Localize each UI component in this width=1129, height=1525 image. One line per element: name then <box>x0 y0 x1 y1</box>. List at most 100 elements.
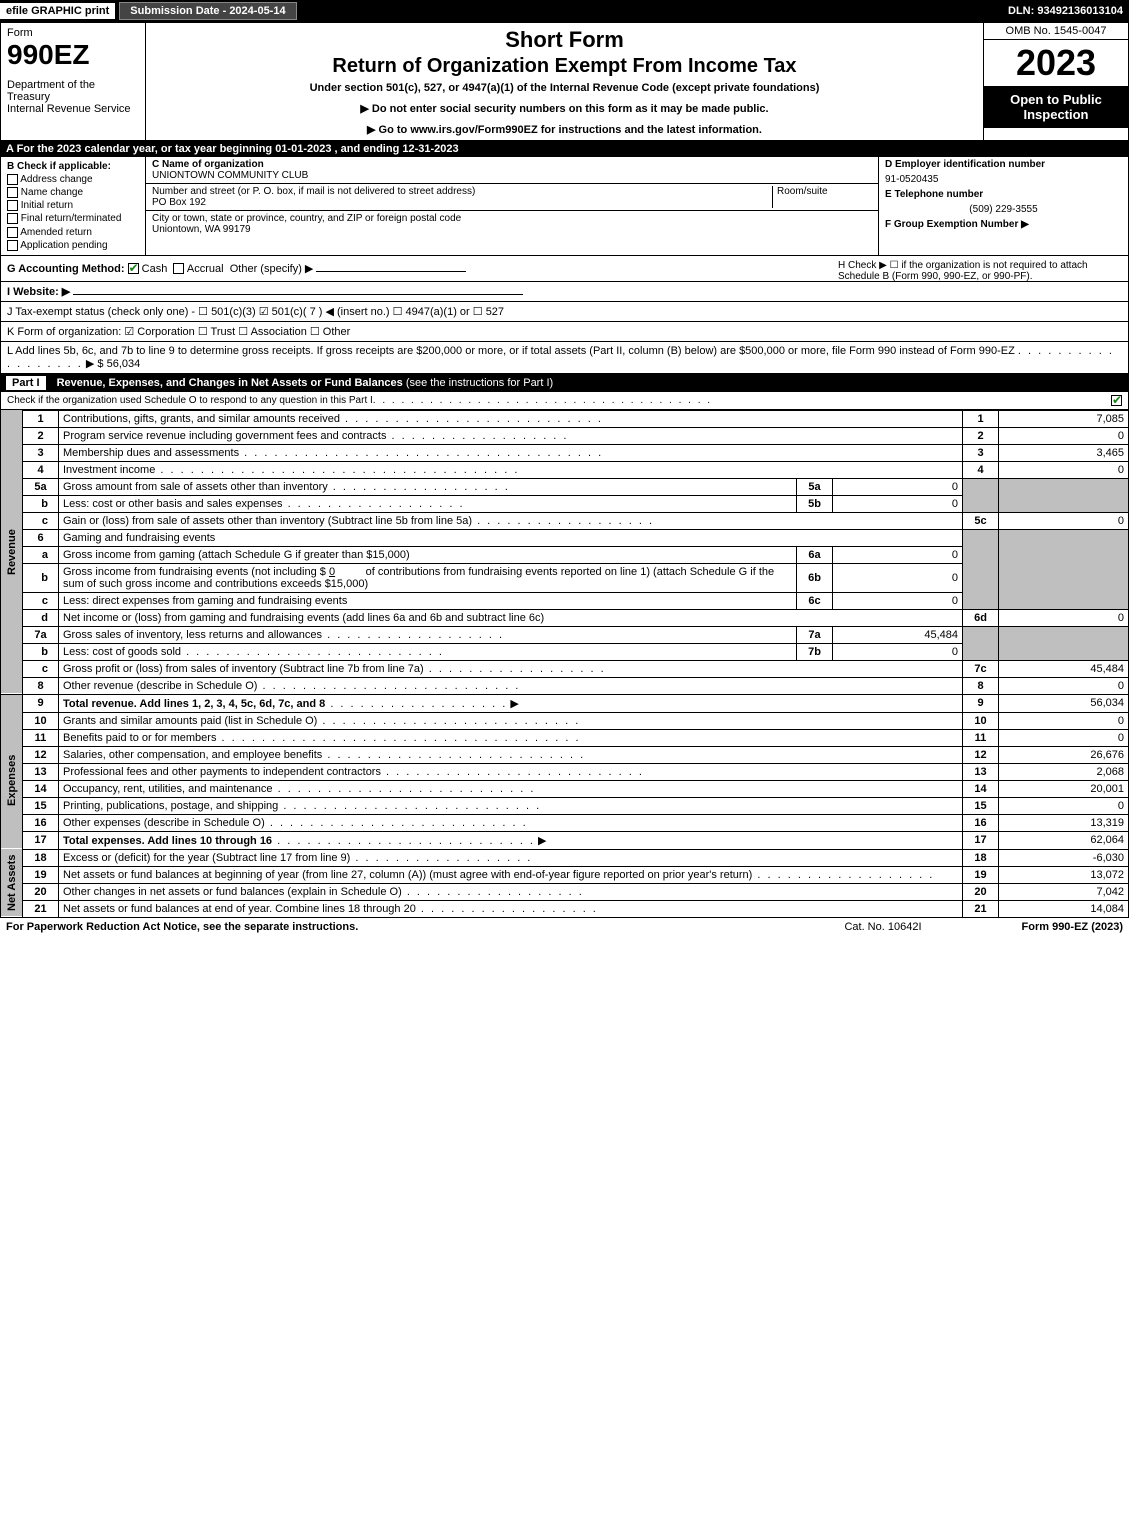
checkbox-name-change[interactable]: Name change <box>7 187 139 198</box>
line-8-desc: Other revenue (describe in Schedule O) <box>63 680 257 692</box>
line-20-desc: Other changes in net assets or fund bala… <box>63 886 402 898</box>
paperwork-notice: For Paperwork Reduction Act Notice, see … <box>6 921 358 933</box>
label-other-specify: Other (specify) ▶ <box>230 263 314 275</box>
line-21-value: 14,084 <box>999 900 1129 917</box>
line-2-desc: Program service revenue including govern… <box>63 430 386 442</box>
do-not-enter-text: ▶ Do not enter social security numbers o… <box>156 102 973 115</box>
line-10-num: 10 <box>23 712 59 729</box>
line-20-value: 7,042 <box>999 883 1129 900</box>
line-16-desc: Other expenses (describe in Schedule O) <box>63 817 265 829</box>
line-1-desc: Contributions, gifts, grants, and simila… <box>63 413 340 425</box>
part-i-subtitle: (see the instructions for Part I) <box>406 377 553 389</box>
line-14-value: 20,001 <box>999 780 1129 797</box>
block-g-h: G Accounting Method: Cash Accrual Other … <box>0 256 1129 282</box>
line-5c-desc: Gain or (loss) from sale of assets other… <box>63 515 472 527</box>
line-6b-num: b <box>23 563 59 592</box>
line-15-desc: Printing, publications, postage, and shi… <box>63 800 278 812</box>
line-3-desc: Membership dues and assessments <box>63 447 239 459</box>
line-11-num: 11 <box>23 729 59 746</box>
part-i-header: Part I Revenue, Expenses, and Changes in… <box>0 374 1129 392</box>
line-6b-inline-value: 0 <box>833 563 963 592</box>
line-l-gross-receipts: L Add lines 5b, 6c, and 7b to line 9 to … <box>0 342 1129 374</box>
line-12-num: 12 <box>23 746 59 763</box>
line-4-desc: Investment income <box>63 464 155 476</box>
tax-year: 2023 <box>984 40 1128 86</box>
label-room-suite: Room/suite <box>777 186 828 197</box>
efile-print-button[interactable]: efile GRAPHIC print <box>0 3 115 19</box>
top-bar: efile GRAPHIC print Submission Date - 20… <box>0 0 1129 22</box>
sidebar-net-assets: Net Assets <box>1 849 23 917</box>
line-2-value: 0 <box>999 427 1129 444</box>
block-b-check-if-applicable: B Check if applicable: Address change Na… <box>1 157 146 255</box>
line-i-website: I Website: ▶ <box>0 282 1129 302</box>
line-17-num: 17 <box>23 831 59 849</box>
go-to-link[interactable]: ▶ Go to www.irs.gov/Form990EZ for instru… <box>156 123 973 136</box>
line-6c-inline-value: 0 <box>833 592 963 609</box>
line-6c-num: c <box>23 592 59 609</box>
return-title: Return of Organization Exempt From Incom… <box>156 55 973 78</box>
label-ein: D Employer identification number <box>885 159 1045 170</box>
line-6a-num: a <box>23 546 59 563</box>
line-11-value: 0 <box>999 729 1129 746</box>
label-org-name: C Name of organization <box>152 159 264 170</box>
line-8-num: 8 <box>23 677 59 694</box>
line-17-value: 62,064 <box>999 831 1129 849</box>
omb-number: OMB No. 1545-0047 <box>984 23 1128 40</box>
line-14-desc: Occupancy, rent, utilities, and maintena… <box>63 783 273 795</box>
line-8-value: 0 <box>999 677 1129 694</box>
header-center: Short Form Return of Organization Exempt… <box>146 23 983 140</box>
checkbox-application-pending[interactable]: Application pending <box>7 240 139 251</box>
line-4-value: 0 <box>999 461 1129 478</box>
open-to-public-badge: Open to Public Inspection <box>984 86 1128 128</box>
line-21-num: 21 <box>23 900 59 917</box>
line-5b-num: b <box>23 495 59 512</box>
label-street: Number and street (or P. O. box, if mail… <box>152 186 475 197</box>
line-16-value: 13,319 <box>999 814 1129 831</box>
line-6d-value: 0 <box>999 609 1129 626</box>
checkbox-final-return[interactable]: Final return/terminated <box>7 213 139 224</box>
line-4-num: 4 <box>23 461 59 478</box>
line-5c-num: c <box>23 512 59 529</box>
checkbox-schedule-o[interactable] <box>1111 395 1122 406</box>
checkbox-amended-return[interactable]: Amended return <box>7 227 139 238</box>
label-group-exemption: F Group Exemption Number ▶ <box>885 219 1029 230</box>
section-a-bar: A For the 2023 calendar year, or tax yea… <box>0 141 1129 157</box>
line-10-value: 0 <box>999 712 1129 729</box>
value-ein: 91-0520435 <box>879 172 1128 187</box>
checkbox-accrual[interactable] <box>173 263 184 274</box>
checkbox-cash[interactable] <box>128 263 139 274</box>
dln-text: DLN: 93492136013104 <box>1008 5 1129 17</box>
catalog-number: Cat. No. 10642I <box>844 921 921 933</box>
line-7b-desc: Less: cost of goods sold <box>63 646 181 658</box>
line-7a-inline-value: 45,484 <box>833 626 963 643</box>
line-3-num: 3 <box>23 444 59 461</box>
checkbox-initial-return[interactable]: Initial return <box>7 200 139 211</box>
line-7c-value: 45,484 <box>999 660 1129 677</box>
under-section-text: Under section 501(c), 527, or 4947(a)(1)… <box>156 82 973 94</box>
line-5a-num: 5a <box>23 478 59 495</box>
line-7c-num: c <box>23 660 59 677</box>
line-18-value: -6,030 <box>999 849 1129 866</box>
line-17-desc: Total expenses. Add lines 10 through 16 <box>63 835 272 847</box>
line-6a-desc: Gross income from gaming (attach Schedul… <box>59 546 797 563</box>
line-13-desc: Professional fees and other payments to … <box>63 766 381 778</box>
line-5a-desc: Gross amount from sale of assets other t… <box>63 481 328 493</box>
value-telephone: (509) 229-3555 <box>879 202 1128 217</box>
line-1-num: 1 <box>23 410 59 427</box>
form-name-footer: Form 990-EZ (2023) <box>1022 921 1123 933</box>
line-18-desc: Excess or (deficit) for the year (Subtra… <box>63 852 350 864</box>
line-5b-desc: Less: cost or other basis and sales expe… <box>63 498 283 510</box>
block-c-organization: C Name of organization UNIONTOWN COMMUNI… <box>146 157 878 255</box>
value-city: Uniontown, WA 99179 <box>152 224 251 235</box>
line-19-num: 19 <box>23 866 59 883</box>
line-5a-inline-value: 0 <box>833 478 963 495</box>
line-7b-num: b <box>23 643 59 660</box>
department-text: Department of the Treasury Internal Reve… <box>7 79 139 115</box>
line-20-num: 20 <box>23 883 59 900</box>
short-form-title: Short Form <box>156 27 973 53</box>
line-k-form-of-org: K Form of organization: ☑ Corporation ☐ … <box>0 322 1129 342</box>
line-21-desc: Net assets or fund balances at end of ye… <box>63 903 416 915</box>
line-9-num: 9 <box>23 694 59 712</box>
checkbox-address-change[interactable]: Address change <box>7 174 139 185</box>
submission-date-box: Submission Date - 2024-05-14 <box>119 2 296 20</box>
